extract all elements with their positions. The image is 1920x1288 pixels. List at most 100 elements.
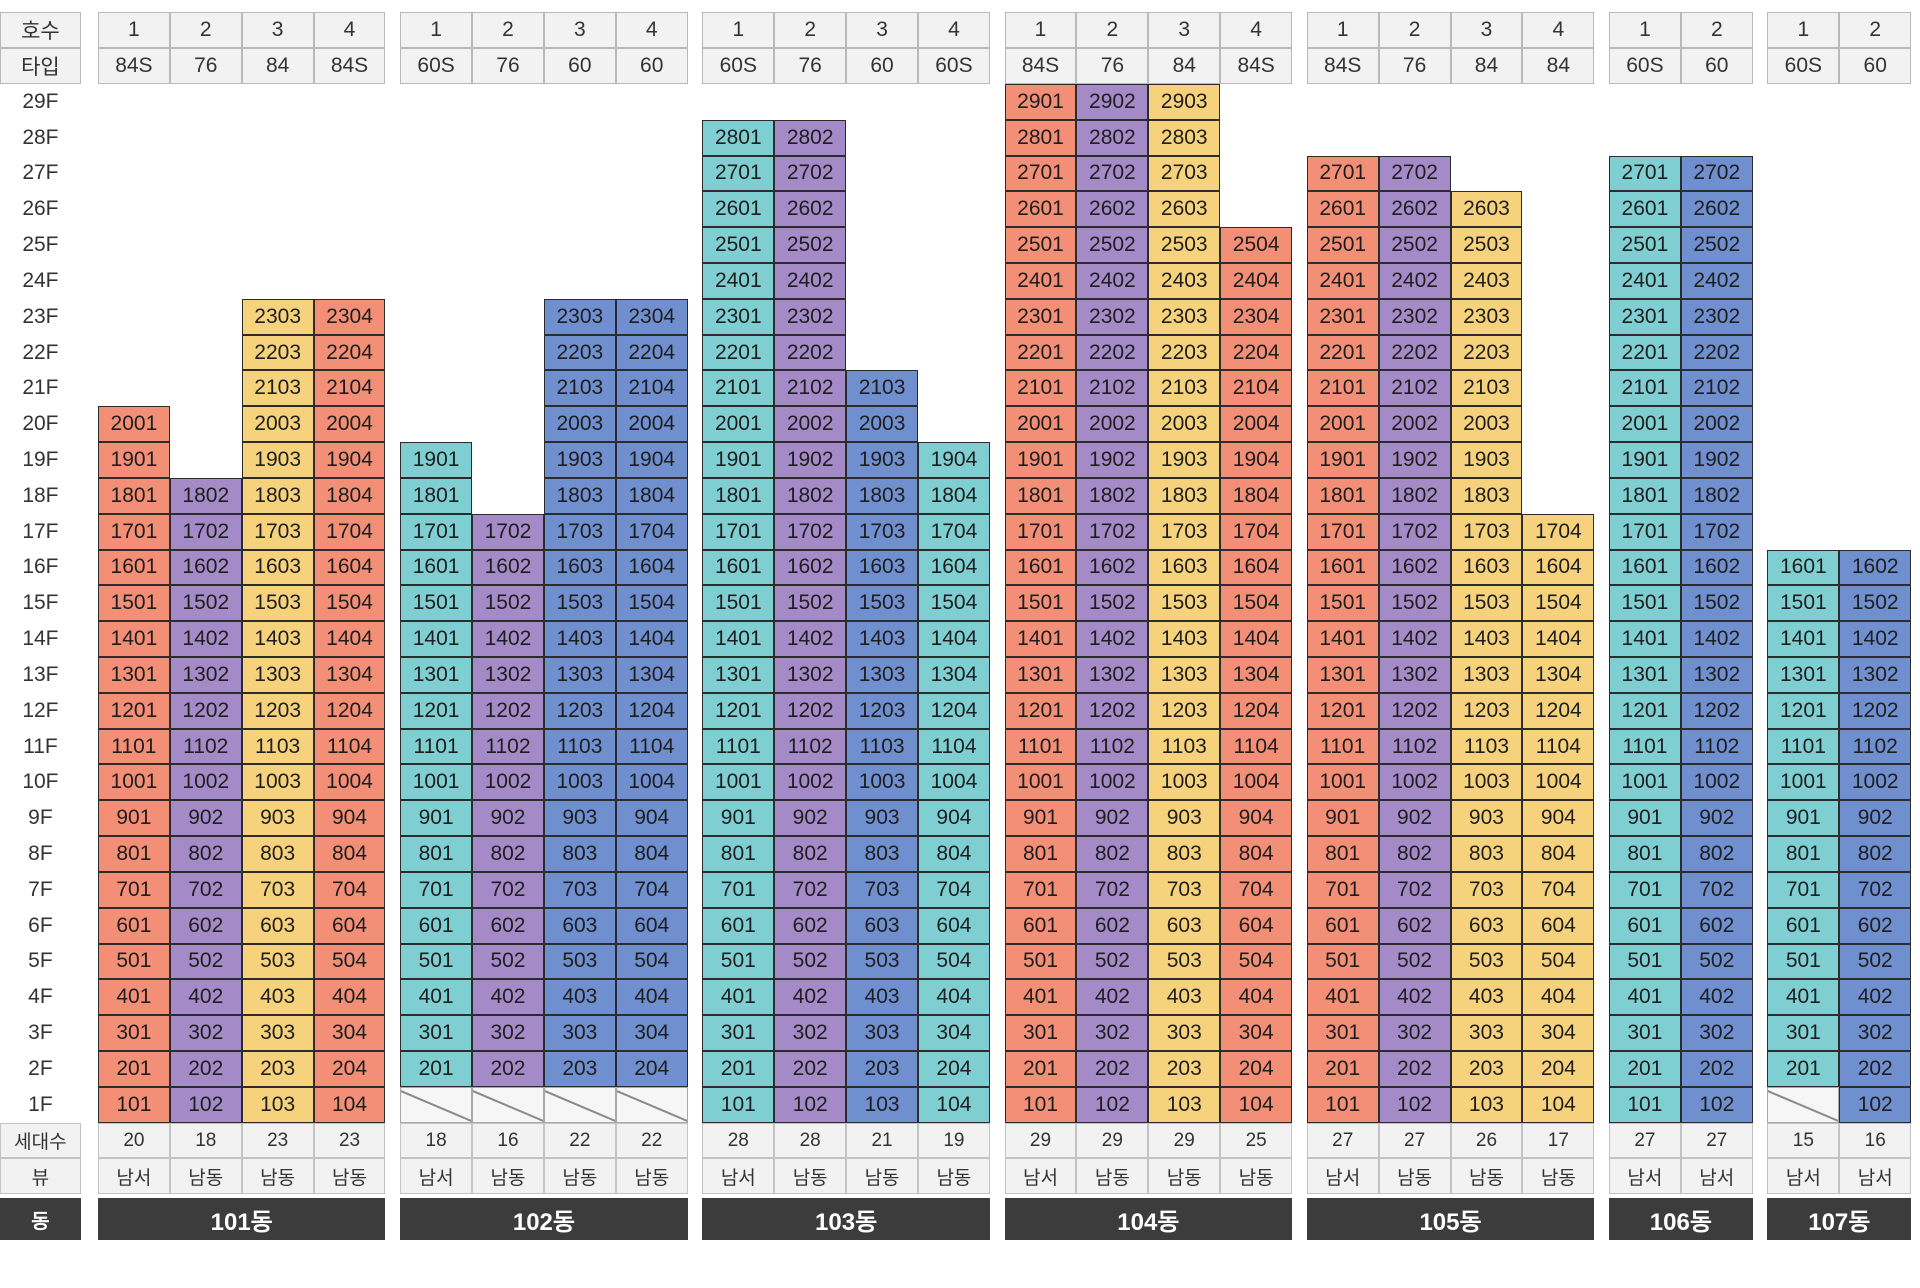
unit-cell[interactable]: 1401 xyxy=(400,621,473,657)
unit-cell[interactable]: 601 xyxy=(1608,907,1681,944)
unit-cell[interactable]: 1101 xyxy=(400,728,473,765)
unit-cell[interactable]: 602 xyxy=(1680,907,1753,944)
unit-cell[interactable]: 501 xyxy=(1306,943,1379,980)
unit-cell[interactable]: 1902 xyxy=(1378,442,1451,478)
unit-cell[interactable]: 1404 xyxy=(313,621,386,657)
unit-cell[interactable]: 303 xyxy=(1148,1015,1221,1051)
unit-cell[interactable]: 802 xyxy=(472,836,544,872)
unit-cell[interactable]: 701 xyxy=(1004,871,1077,908)
unit-cell[interactable]: 304 xyxy=(1220,1015,1293,1051)
unit-cell[interactable]: 1002 xyxy=(472,764,544,801)
unit-cell[interactable]: 1901 xyxy=(1306,442,1379,478)
unit-cell[interactable]: 1802 xyxy=(169,477,242,514)
unit-cell[interactable]: 2004 xyxy=(615,406,688,443)
unit-cell[interactable]: 2102 xyxy=(1680,370,1753,407)
unit-cell[interactable]: 2702 xyxy=(774,155,847,192)
unit-cell[interactable]: 2501 xyxy=(702,227,775,263)
unit-cell[interactable]: 1901 xyxy=(400,442,473,478)
unit-cell[interactable]: 501 xyxy=(1004,943,1077,980)
unit-cell[interactable]: 2403 xyxy=(1148,262,1221,299)
unit-cell[interactable]: 1503 xyxy=(846,585,918,622)
unit-cell[interactable]: 502 xyxy=(1076,943,1149,980)
unit-cell[interactable]: 1204 xyxy=(1522,692,1595,729)
unit-cell[interactable]: 504 xyxy=(615,943,688,980)
unit-cell[interactable]: 2203 xyxy=(1148,334,1221,371)
unit-cell[interactable]: 401 xyxy=(702,979,775,1016)
unit-cell[interactable]: 1901 xyxy=(702,442,775,478)
unit-cell[interactable]: 1802 xyxy=(774,477,847,514)
unit-cell[interactable]: 201 xyxy=(1608,1051,1681,1087)
unit-cell[interactable]: 204 xyxy=(918,1051,990,1087)
unit-cell[interactable]: 2701 xyxy=(1306,155,1379,192)
unit-cell[interactable]: 1602 xyxy=(1378,549,1451,586)
unit-cell[interactable]: 801 xyxy=(400,836,473,872)
unit-cell[interactable]: 1201 xyxy=(1767,692,1840,729)
unit-cell[interactable]: 701 xyxy=(1608,871,1681,908)
unit-cell[interactable]: 2304 xyxy=(1220,298,1293,335)
unit-cell[interactable]: 1702 xyxy=(1378,513,1451,550)
unit-cell[interactable]: 1704 xyxy=(1220,513,1293,550)
unit-cell[interactable]: 2203 xyxy=(543,334,616,371)
unit-cell[interactable]: 1901 xyxy=(1608,442,1681,478)
unit-cell[interactable]: 1801 xyxy=(97,477,170,514)
unit-cell[interactable]: 1403 xyxy=(1148,621,1221,657)
unit-cell[interactable]: 203 xyxy=(543,1051,616,1087)
unit-cell[interactable]: 1601 xyxy=(1004,549,1077,586)
unit-cell[interactable]: 601 xyxy=(400,907,473,944)
unit-cell[interactable]: 702 xyxy=(1680,871,1753,908)
unit-cell[interactable]: 1104 xyxy=(615,728,688,765)
unit-cell[interactable]: 802 xyxy=(169,836,242,872)
unit-cell[interactable]: 1301 xyxy=(702,657,775,693)
unit-cell[interactable]: 1604 xyxy=(1522,549,1595,586)
unit-cell[interactable]: 901 xyxy=(1004,800,1077,837)
unit-cell[interactable]: 1402 xyxy=(1839,621,1912,657)
unit-cell[interactable]: 1502 xyxy=(169,585,242,622)
unit-cell[interactable]: 804 xyxy=(313,836,386,872)
unit-cell[interactable]: 2502 xyxy=(774,227,847,263)
unit-cell[interactable]: 902 xyxy=(774,800,847,837)
unit-cell[interactable]: 1704 xyxy=(313,513,386,550)
unit-cell[interactable]: 2004 xyxy=(1220,406,1293,443)
unit-cell[interactable]: 1304 xyxy=(313,657,386,693)
unit-cell[interactable]: 702 xyxy=(1378,871,1451,908)
unit-cell[interactable]: 1203 xyxy=(846,692,918,729)
unit-cell[interactable]: 603 xyxy=(1148,907,1221,944)
unit-cell[interactable]: 903 xyxy=(846,800,918,837)
unit-cell[interactable]: 2301 xyxy=(1004,298,1077,335)
unit-cell[interactable]: 202 xyxy=(1680,1051,1753,1087)
unit-cell[interactable]: 1203 xyxy=(1148,692,1221,729)
unit-cell[interactable]: 1401 xyxy=(1608,621,1681,657)
unit-cell[interactable]: 1703 xyxy=(543,513,616,550)
unit-cell[interactable]: 401 xyxy=(1767,979,1840,1016)
unit-cell[interactable]: 2601 xyxy=(1608,191,1681,228)
unit-cell[interactable]: 1802 xyxy=(1378,477,1451,514)
unit-cell[interactable]: 2503 xyxy=(1450,227,1523,263)
unit-cell[interactable]: 1101 xyxy=(97,728,170,765)
unit-cell[interactable]: 203 xyxy=(1148,1051,1221,1087)
unit-cell[interactable]: 204 xyxy=(1220,1051,1293,1087)
unit-cell[interactable]: 1404 xyxy=(918,621,990,657)
unit-cell[interactable]: 302 xyxy=(1680,1015,1753,1051)
unit-cell[interactable]: 2003 xyxy=(543,406,616,443)
unit-cell[interactable]: 1302 xyxy=(1680,657,1753,693)
unit-cell[interactable]: 2702 xyxy=(1680,155,1753,192)
unit-cell[interactable]: 1402 xyxy=(169,621,242,657)
unit-cell[interactable]: 1801 xyxy=(702,477,775,514)
unit-cell[interactable]: 2001 xyxy=(97,406,170,443)
unit-cell[interactable]: 704 xyxy=(615,871,688,908)
unit-cell[interactable]: 503 xyxy=(543,943,616,980)
unit-cell[interactable]: 401 xyxy=(1608,979,1681,1016)
unit-cell[interactable]: 301 xyxy=(400,1015,473,1051)
unit-cell[interactable]: 2102 xyxy=(1378,370,1451,407)
unit-cell[interactable]: 1701 xyxy=(97,513,170,550)
unit-cell[interactable]: 1703 xyxy=(1450,513,1523,550)
unit-cell[interactable]: 1404 xyxy=(615,621,688,657)
unit-cell[interactable]: 1501 xyxy=(1306,585,1379,622)
unit-cell[interactable]: 101 xyxy=(1306,1086,1379,1123)
unit-cell[interactable]: 1002 xyxy=(1680,764,1753,801)
unit-cell[interactable]: 2302 xyxy=(774,298,847,335)
unit-cell[interactable]: 401 xyxy=(1004,979,1077,1016)
unit-cell[interactable]: 602 xyxy=(472,907,544,944)
unit-cell[interactable]: 1102 xyxy=(169,728,242,765)
unit-cell[interactable]: 704 xyxy=(1522,871,1595,908)
